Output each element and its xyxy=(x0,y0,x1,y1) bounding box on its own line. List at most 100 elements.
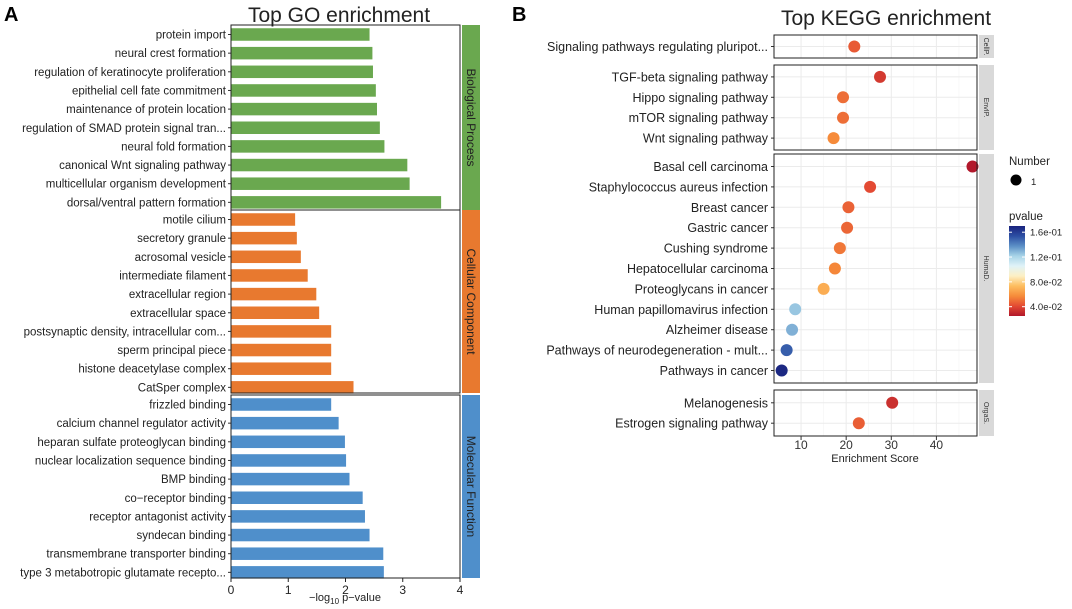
kegg-point xyxy=(837,111,850,124)
kegg-facet-border xyxy=(773,389,978,437)
kegg-facet-label: EnvIP. xyxy=(982,98,989,118)
go-bar xyxy=(231,491,363,504)
kegg-pathway-label: mTOR signaling pathway xyxy=(629,111,769,125)
go-term-label: epithelial cell fate commitment xyxy=(72,85,227,97)
go-enrichment-panel: A Top GO enrichment protein import neural… xyxy=(4,4,480,606)
go-term-label: regulation of SMAD protein signal tran..… xyxy=(22,123,226,135)
go-facet-strip xyxy=(462,210,480,393)
kegg-pathway-label: Gastric cancer xyxy=(687,221,768,235)
go-facet-strip xyxy=(462,25,480,210)
go-chart-title: Top GO enrichment xyxy=(248,4,430,27)
go-bar xyxy=(231,84,376,97)
kegg-facet-label: HumaD. xyxy=(982,256,989,282)
kegg-point xyxy=(833,242,846,255)
kegg-enrichment-panel: B Top KEGG enrichment Signaling pathways… xyxy=(512,4,1062,465)
go-facet-label: Cellular Component xyxy=(464,248,478,355)
kegg-point xyxy=(841,221,854,234)
kegg-pathway-label: Melanogenesis xyxy=(684,396,768,410)
size-legend-label: 1 xyxy=(1031,177,1036,188)
go-term-label: dorsal/ventral pattern formation xyxy=(67,197,226,209)
kegg-point xyxy=(874,70,887,83)
panel-label-a: A xyxy=(4,4,18,26)
go-term-label: nuclear localization sequence binding xyxy=(35,455,226,467)
color-legend-title: pvalue xyxy=(1009,211,1043,223)
go-bar xyxy=(231,28,370,41)
kegg-pathway-label: Human papillomavirus infection xyxy=(594,303,768,317)
kegg-pathway-label: Hepatocellular carcinoma xyxy=(627,262,768,276)
kegg-pathway-label: Alzheimer disease xyxy=(666,323,768,337)
go-term-label: intermediate filament xyxy=(119,270,227,282)
kegg-point xyxy=(789,303,802,316)
kegg-pathway-label: Pathways in cancer xyxy=(660,364,768,378)
go-term-label: neural crest formation xyxy=(115,48,226,60)
go-bar xyxy=(231,196,442,209)
color-legend-tick-label: 1.6e-01 xyxy=(1030,228,1062,239)
go-bar xyxy=(231,250,301,264)
go-bar xyxy=(231,102,377,116)
color-legend-bar xyxy=(1009,226,1025,316)
go-x-tick-label: 3 xyxy=(399,583,406,597)
kegg-point xyxy=(966,160,979,173)
go-bar xyxy=(231,566,384,579)
kegg-pathway-label: Signaling pathways regulating pluripot..… xyxy=(547,40,768,54)
go-term-label: heparan sulfate proteoglycan binding xyxy=(37,437,226,449)
go-bar xyxy=(231,158,408,172)
kegg-pathway-label: Proteoglycans in cancer xyxy=(635,282,768,296)
kegg-point xyxy=(864,180,877,193)
kegg-point xyxy=(817,282,830,295)
go-term-label: frizzled binding xyxy=(149,400,226,412)
kegg-facet-strip xyxy=(979,154,994,383)
go-bar xyxy=(231,547,384,560)
kegg-x-tick-label: 40 xyxy=(930,438,944,452)
kegg-point xyxy=(780,344,793,357)
kegg-x-tick-label: 20 xyxy=(839,438,853,452)
go-bar xyxy=(231,528,370,542)
kegg-x-tick-label: 10 xyxy=(794,438,808,452)
kegg-pathway-label: Basal cell carcinoma xyxy=(653,160,768,174)
go-bar xyxy=(231,121,380,134)
kegg-point xyxy=(848,40,861,53)
go-bar xyxy=(231,269,308,282)
kegg-point xyxy=(837,91,850,104)
go-term-label: BMP binding xyxy=(161,474,226,486)
go-term-label: extracellular region xyxy=(129,289,226,301)
go-term-label: regulation of keratinocyte proliferation xyxy=(34,67,226,79)
kegg-facet-border xyxy=(773,153,978,384)
go-x-tick-label: 1 xyxy=(285,583,292,597)
go-term-label: type 3 metabotropic glutamate recepto... xyxy=(20,567,226,579)
kegg-point xyxy=(786,323,799,336)
svg-text:−log10 p−value: −log10 p−value xyxy=(309,592,381,606)
go-term-label: receptor antagonist activity xyxy=(89,511,226,523)
go-term-label: motile cilium xyxy=(163,215,226,227)
go-term-label: multicellular organism development xyxy=(46,179,227,191)
go-term-label: maintenance of protein location xyxy=(66,104,226,116)
color-legend-tick-label: 8.0e-02 xyxy=(1030,277,1062,288)
kegg-x-axis-label: Enrichment Score xyxy=(831,453,918,465)
go-term-label: sperm principal piece xyxy=(117,345,226,357)
go-facet-strip xyxy=(462,395,480,578)
kegg-pathway-label: Estrogen signaling pathway xyxy=(615,417,769,431)
color-legend-tick-label: 1.2e-01 xyxy=(1030,253,1062,264)
kegg-pathway-label: Breast cancer xyxy=(691,201,768,215)
go-term-label: protein import xyxy=(156,30,227,42)
go-bar xyxy=(231,213,296,226)
kegg-chart-title: Top KEGG enrichment xyxy=(781,7,991,30)
kegg-facet-background xyxy=(774,390,977,436)
kegg-point xyxy=(828,262,841,275)
kegg-point xyxy=(852,417,865,430)
color-legend-tick-label: 4.0e-02 xyxy=(1030,302,1062,313)
go-x-tick-label: 0 xyxy=(228,583,235,597)
kegg-point xyxy=(842,201,855,214)
kegg-point xyxy=(827,132,840,145)
kegg-facet-strip xyxy=(979,390,994,436)
go-bar xyxy=(231,306,320,319)
go-facet-label: Biological Process xyxy=(464,68,478,166)
go-term-label: calcium channel regulator activity xyxy=(57,418,227,430)
go-bar xyxy=(231,435,345,449)
go-term-label: histone deacetylase complex xyxy=(78,364,226,376)
kegg-pathway-label: Staphylococcus aureus infection xyxy=(589,180,768,194)
kegg-x-tick-label: 30 xyxy=(885,438,899,452)
go-bar xyxy=(231,381,354,394)
go-bar xyxy=(231,46,373,60)
